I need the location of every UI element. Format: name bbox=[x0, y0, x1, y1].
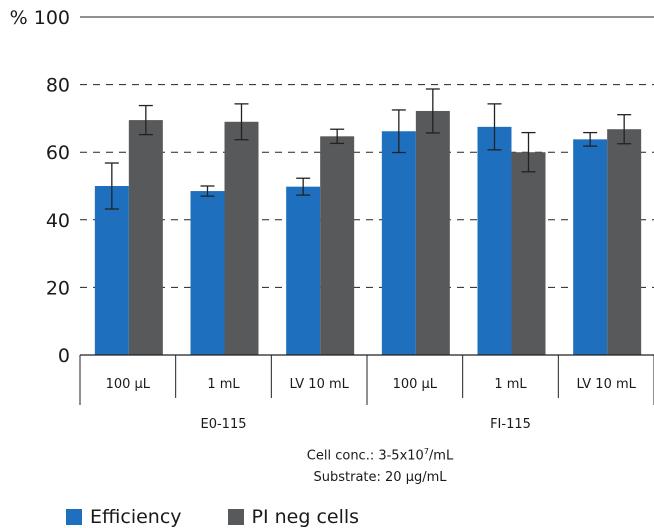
error-bars bbox=[104, 88, 632, 210]
bars bbox=[94, 110, 642, 356]
legend-label-efficiency: Efficiency bbox=[90, 506, 182, 528]
axes bbox=[79, 354, 654, 405]
error-bar-1-0 bbox=[138, 104, 153, 136]
error-bar-1-3 bbox=[425, 88, 440, 134]
category-label-4: 1 mL bbox=[494, 377, 527, 392]
bar-pi-neg-cells-0 bbox=[128, 120, 163, 355]
substrate-note: Substrate: 20 µg/mL bbox=[313, 470, 447, 485]
legend-swatch-pi-neg-cells bbox=[227, 509, 244, 525]
error-bar-0-5 bbox=[583, 131, 598, 147]
error-bar-0-3 bbox=[391, 109, 406, 154]
category-label-3: 100 µL bbox=[393, 377, 438, 392]
error-bar-0-0 bbox=[104, 162, 119, 210]
y-tick-labels: 0 20 40 60 80 % 100 bbox=[10, 7, 70, 367]
grid-lines bbox=[80, 16, 654, 288]
cell-conc-exponent: 7 bbox=[423, 447, 429, 456]
legend-item-pi-neg-cells: PI neg cells bbox=[227, 506, 360, 528]
bar-pi-neg-cells-2 bbox=[320, 136, 355, 355]
y-tick-100: % 100 bbox=[10, 7, 70, 29]
cell-conc-text: Cell conc.: 3-5x10 bbox=[306, 448, 424, 464]
category-labels: 100 µL 1 mL LV 10 mL 100 µL 1 mL LV 10 mL bbox=[106, 377, 637, 392]
error-bar-1-5 bbox=[617, 114, 632, 145]
cell-conc-note: Cell conc.: 3-5x107/mL bbox=[230, 447, 530, 463]
bar-efficiency-5 bbox=[573, 139, 608, 355]
legend: Efficiency PI neg cells bbox=[66, 506, 405, 528]
bar-pi-neg-cells-5 bbox=[607, 129, 642, 355]
category-label-1: 1 mL bbox=[207, 377, 240, 392]
y-tick-0: 0 bbox=[58, 345, 70, 367]
cell-conc-unit: /mL bbox=[428, 448, 454, 464]
y-tick-40: 40 bbox=[46, 210, 70, 232]
bar-efficiency-1 bbox=[190, 191, 225, 355]
bar-pi-neg-cells-4 bbox=[511, 152, 546, 355]
bar-pi-neg-cells-1 bbox=[224, 121, 259, 355]
y-tick-80: 80 bbox=[46, 75, 70, 97]
category-label-2: LV 10 mL bbox=[289, 377, 349, 392]
error-bar-1-1 bbox=[234, 103, 249, 141]
y-tick-60: 60 bbox=[46, 142, 70, 164]
error-bar-1-4 bbox=[521, 131, 536, 173]
category-label-0: 100 µL bbox=[106, 377, 151, 392]
category-label-5: LV 10 mL bbox=[576, 377, 636, 392]
y-tick-20: 20 bbox=[46, 277, 70, 299]
legend-item-efficiency: Efficiency bbox=[66, 506, 182, 528]
bar-efficiency-2 bbox=[286, 186, 321, 355]
error-bar-1-2 bbox=[330, 128, 345, 145]
group-label-1: FI-115 bbox=[490, 417, 531, 432]
group-labels: E0-115 FI-115 bbox=[201, 417, 531, 432]
group-label-0: E0-115 bbox=[201, 417, 247, 432]
bar-efficiency-0 bbox=[94, 186, 129, 355]
error-bar-0-2 bbox=[296, 177, 311, 196]
error-bar-0-1 bbox=[200, 185, 215, 197]
legend-label-pi-neg-cells: PI neg cells bbox=[251, 506, 360, 528]
bar-pi-neg-cells-3 bbox=[415, 110, 450, 356]
error-bar-0-4 bbox=[487, 103, 502, 151]
bar-efficiency-3 bbox=[381, 131, 416, 355]
bar-efficiency-4 bbox=[477, 126, 512, 355]
legend-swatch-efficiency bbox=[66, 509, 82, 525]
